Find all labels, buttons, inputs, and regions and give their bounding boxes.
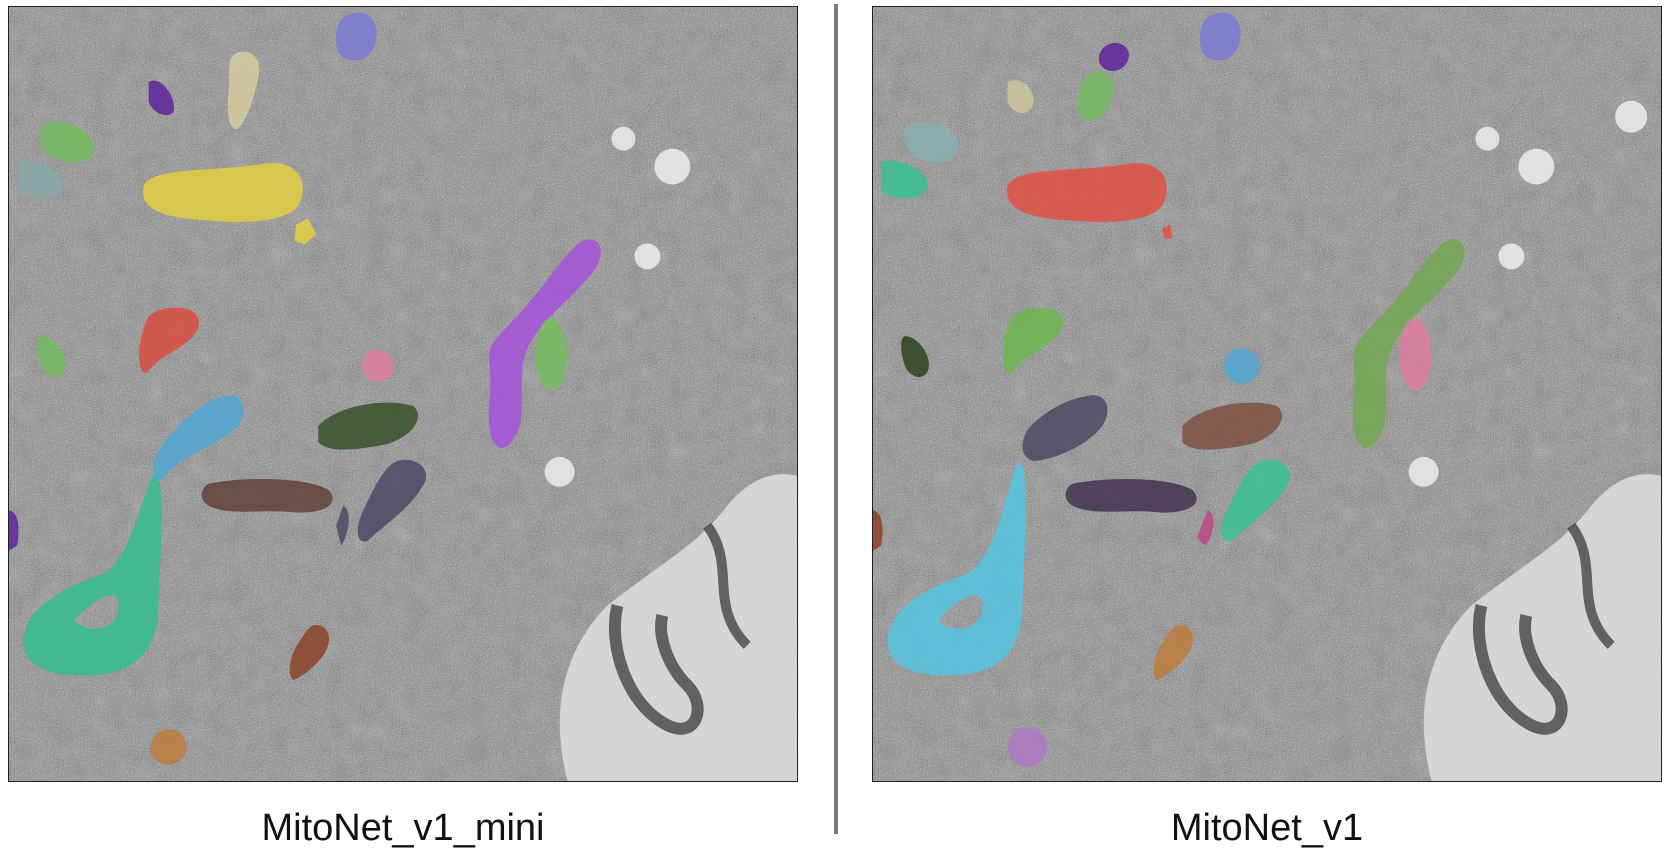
mito-purple	[488, 239, 601, 448]
mito-edge-purple	[9, 510, 19, 551]
mito-green	[535, 318, 568, 390]
mito-lightgreen	[1077, 72, 1114, 121]
caption-full: MitoNet_v1	[1170, 807, 1364, 849]
mito-yellow-small	[294, 218, 317, 245]
mito-teal	[1221, 459, 1291, 542]
mito-brown	[201, 478, 333, 513]
mito-orange	[1153, 625, 1193, 681]
mito-pink	[1399, 318, 1432, 390]
lumen-region	[1423, 474, 1661, 781]
mito-red	[139, 307, 200, 373]
mito-edge-rust	[873, 510, 883, 551]
mito-lavender	[1199, 12, 1241, 61]
left-panel: MitoNet_v1_mini	[0, 0, 830, 864]
em-micrograph	[9, 7, 797, 781]
mito-blue	[153, 395, 244, 480]
mito-rust	[289, 625, 329, 681]
mito-orange	[150, 729, 187, 766]
mito-green	[1003, 307, 1064, 373]
mito-cyan	[887, 460, 1026, 676]
mito-violet	[148, 80, 174, 116]
mito-pink	[362, 350, 395, 383]
mito-beige	[1007, 80, 1034, 114]
mito-darkgreen	[318, 402, 419, 450]
caption-mini: MitoNet_v1_mini	[261, 807, 545, 849]
mito-darkpurple	[1065, 478, 1197, 513]
mito-slate	[1022, 395, 1108, 461]
mito-darkgreen	[901, 336, 929, 378]
mito-lavender	[335, 12, 377, 61]
panel-divider	[834, 4, 838, 834]
right-panel: MitoNet_v1	[840, 0, 1670, 864]
mito-slate	[336, 459, 427, 546]
em-micrograph	[873, 7, 1661, 781]
mito-brown	[1182, 402, 1283, 450]
segmentation-image-full	[872, 6, 1662, 782]
mito-red-small	[1162, 224, 1173, 239]
mito-seagreen	[880, 160, 928, 199]
mito-magenta	[1197, 510, 1214, 546]
mito-green-small	[37, 336, 65, 378]
mito-grayteal	[903, 121, 959, 163]
mito-teal	[23, 473, 162, 676]
mito-grayteal	[18, 160, 64, 199]
lumen-region	[559, 474, 797, 781]
mito-yellow	[143, 163, 303, 222]
mito-lightgreen	[39, 121, 95, 163]
mito-lilac	[1007, 727, 1048, 768]
mito-beige	[227, 51, 260, 129]
mito-blue	[1224, 348, 1261, 385]
mito-violet	[1098, 42, 1129, 72]
segmentation-image-mini	[8, 6, 798, 782]
mito-red	[1007, 163, 1167, 222]
mito-green-long	[1352, 239, 1465, 448]
